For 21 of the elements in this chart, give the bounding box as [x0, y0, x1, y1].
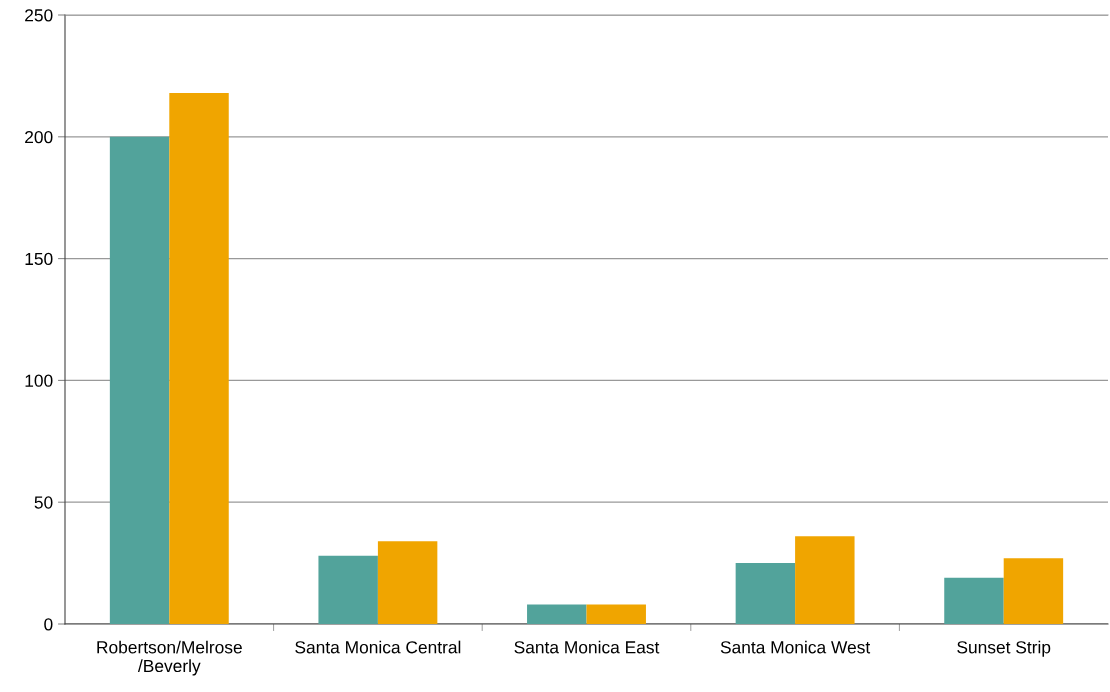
bar: [795, 536, 855, 624]
x-tick-label: Sunset Strip: [957, 640, 1051, 657]
y-tick-label: 200: [25, 130, 53, 144]
x-tick-label: Santa Monica West: [720, 640, 871, 654]
bar: [944, 577, 1004, 624]
y-tick-label: 150: [25, 252, 53, 266]
y-tick-label: 0: [44, 618, 53, 631]
bar: [377, 541, 438, 624]
bar: [586, 604, 646, 624]
x-tick-label: Santa Monica East: [514, 640, 660, 654]
x-tick-label: Robertson/Melrose/Beverly: [97, 640, 242, 676]
y-tick-label: 250: [25, 9, 53, 22]
y-tick-label: 100: [25, 374, 53, 387]
bar: [1003, 558, 1064, 624]
bar: [169, 92, 229, 624]
bar: [318, 555, 378, 624]
x-tick-label: Santa Monica Central: [295, 640, 461, 654]
bar: [735, 563, 796, 624]
bar: [109, 136, 170, 624]
y-tick-label: 50: [34, 496, 53, 509]
bar: [527, 604, 587, 624]
